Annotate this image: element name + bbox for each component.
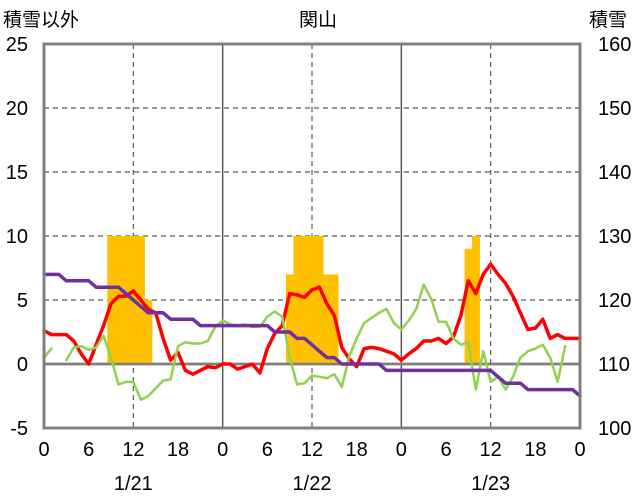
- snow-bar: [315, 236, 324, 364]
- snow-bar: [114, 236, 123, 364]
- snow-bar: [285, 274, 294, 364]
- x-tick-label: 18: [167, 439, 189, 461]
- x-tick-label: 0: [38, 439, 49, 461]
- series-line-1: [42, 262, 582, 376]
- y-right-tick-label: 120: [598, 290, 631, 312]
- y-right-tick-label: 130: [598, 226, 631, 248]
- snow-bar: [323, 274, 332, 364]
- x-tick-label: 0: [396, 439, 407, 461]
- x-tick-label: 0: [217, 439, 228, 461]
- plot-frame: [42, 42, 582, 430]
- y-left-tick-label: 25: [6, 34, 28, 56]
- x-tick-label: 0: [574, 439, 585, 461]
- x-day-label: 1/23: [471, 473, 510, 495]
- x-tick-label: 12: [122, 439, 144, 461]
- y-left-tick-label: 0: [17, 354, 28, 376]
- y-left-tick-label: 20: [6, 98, 28, 120]
- y-right-axis-title: 積雪: [589, 9, 627, 31]
- y-right-tick-label: 110: [598, 354, 630, 376]
- x-tick-label: 12: [301, 439, 323, 461]
- x-tick-label: 6: [440, 439, 451, 461]
- x-tick-label: 18: [346, 439, 368, 461]
- snow-bar: [300, 236, 309, 364]
- series-line-3: [42, 272, 582, 398]
- y-left-tick-label: 10: [6, 226, 28, 248]
- snow-bar: [472, 236, 480, 364]
- x-tick-label: 6: [83, 439, 94, 461]
- snow-bar: [107, 236, 116, 364]
- y-left-tick-label: 15: [6, 162, 28, 184]
- snow-bar: [293, 236, 302, 364]
- y-left-tick-label: 5: [17, 290, 28, 312]
- y-right-tick-label: 100: [598, 418, 631, 440]
- plot-border: [42, 42, 582, 430]
- x-tick-label: 6: [262, 439, 273, 461]
- chart-title: 関山: [299, 9, 337, 31]
- y-right-tick-label: 140: [598, 162, 631, 184]
- snow-bar: [144, 300, 153, 364]
- y-right-tick-label: 160: [598, 34, 631, 56]
- y-right-tick-label: 150: [598, 98, 631, 120]
- x-tick-label: 12: [480, 439, 502, 461]
- y-left-axis-title: 積雪以外: [3, 9, 79, 31]
- x-day-label: 1/22: [293, 473, 332, 495]
- snow-bar: [464, 248, 473, 364]
- snow-bar: [122, 236, 131, 364]
- x-day-label: 1/21: [114, 473, 153, 495]
- x-tick-label: 18: [524, 439, 546, 461]
- y-left-tick-label: -5: [10, 418, 28, 440]
- snow-bar: [308, 236, 317, 364]
